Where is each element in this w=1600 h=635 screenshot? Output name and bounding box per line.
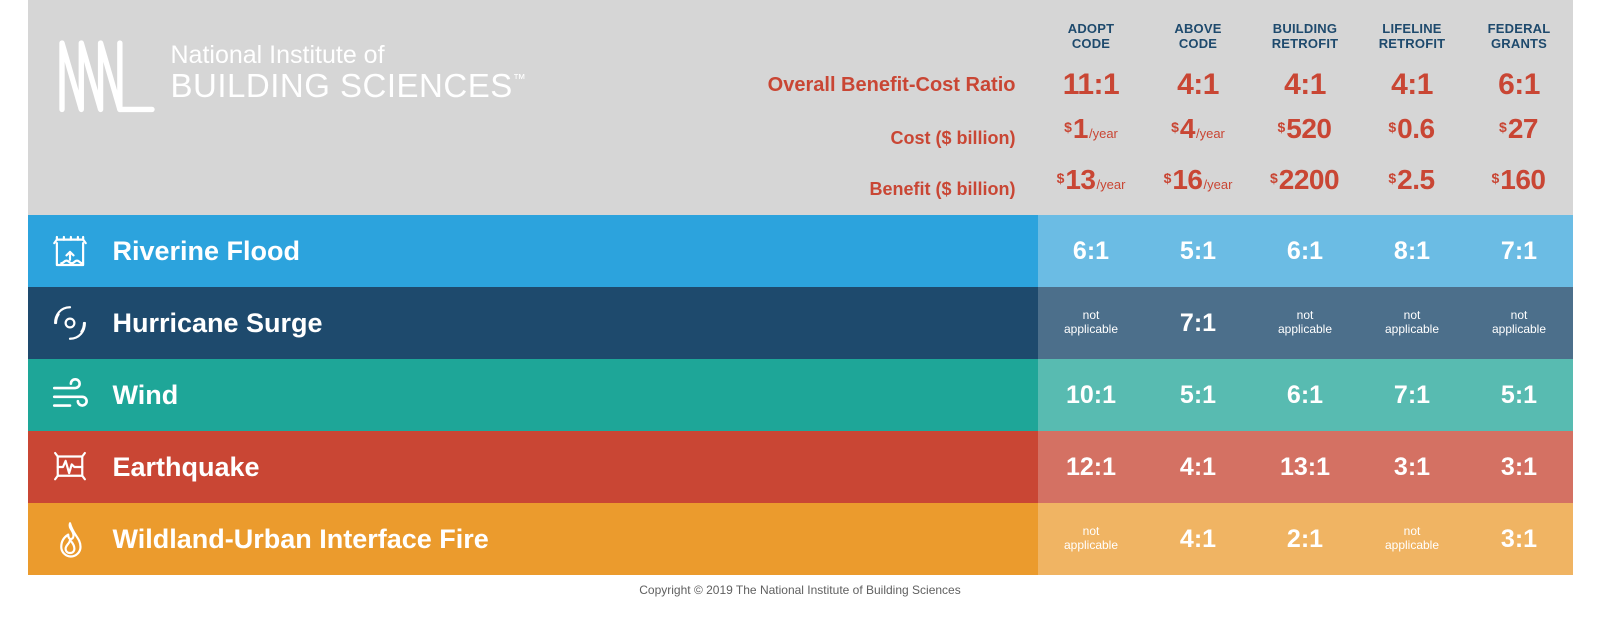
benefit-value: $16/year bbox=[1145, 164, 1252, 215]
hazard-label: Wind bbox=[113, 380, 1038, 411]
hazard-value: 10:1 bbox=[1038, 359, 1145, 431]
hazard-value: 5:1 bbox=[1145, 215, 1252, 287]
benefit-value: $160 bbox=[1466, 164, 1573, 215]
hazard-value: 5:1 bbox=[1466, 359, 1573, 431]
hazard-value: 13:1 bbox=[1252, 431, 1359, 503]
hurricane-icon bbox=[28, 302, 113, 344]
hazard-value-na: notapplicable bbox=[1252, 287, 1359, 359]
hazard-value: 8:1 bbox=[1359, 215, 1466, 287]
hazard-value: 12:1 bbox=[1038, 431, 1145, 503]
col-header: ADOPTCODE bbox=[1038, 0, 1145, 57]
ratio-value: 4:1 bbox=[1177, 68, 1219, 102]
hazard-value: 4:1 bbox=[1145, 503, 1252, 575]
hazard-row: Hurricane Surgenotapplicable7:1notapplic… bbox=[28, 287, 1573, 359]
cost-value: $520 bbox=[1252, 113, 1359, 164]
hazard-row: Wildland-Urban Interface Firenotapplicab… bbox=[28, 503, 1573, 575]
hazard-value: 3:1 bbox=[1466, 431, 1573, 503]
benefit-value: $2200 bbox=[1252, 164, 1359, 215]
hazard-value: 5:1 bbox=[1145, 359, 1252, 431]
wind-icon bbox=[28, 374, 113, 416]
hazard-value-na: notapplicable bbox=[1359, 287, 1466, 359]
cost-value: $1/year bbox=[1038, 113, 1145, 164]
ratio-value: 6:1 bbox=[1498, 68, 1540, 102]
col-header: BUILDINGRETROFIT bbox=[1252, 0, 1359, 57]
hazard-row: Earthquake12:14:113:13:13:1 bbox=[28, 431, 1573, 503]
copyright: Copyright © 2019 The National Institute … bbox=[28, 575, 1573, 607]
ratio-value: 11:1 bbox=[1063, 68, 1119, 102]
cost-value: $4/year bbox=[1145, 113, 1252, 164]
col-header: LIFELINERETROFIT bbox=[1359, 0, 1466, 57]
cost-value: $0.6 bbox=[1359, 113, 1466, 164]
cost-value: $27 bbox=[1466, 113, 1573, 164]
summary-rows: Overall Benefit-Cost Ratio 11:1 4:1 4:1 … bbox=[28, 57, 1573, 215]
summary-label-benefit: Benefit ($ billion) bbox=[28, 164, 1038, 215]
summary-label-cost: Cost ($ billion) bbox=[28, 113, 1038, 164]
hazard-value-na: notapplicable bbox=[1038, 287, 1145, 359]
hazard-value: 7:1 bbox=[1145, 287, 1252, 359]
hazard-label: Wildland-Urban Interface Fire bbox=[113, 524, 1038, 555]
hazard-value-na: notapplicable bbox=[1359, 503, 1466, 575]
infographic: National Institute of BUILDING SCIENCES™… bbox=[28, 0, 1573, 607]
hazard-value: 2:1 bbox=[1252, 503, 1359, 575]
col-header: FEDERALGRANTS bbox=[1466, 0, 1573, 57]
hazard-value-na: notapplicable bbox=[1038, 503, 1145, 575]
hazard-value: 7:1 bbox=[1466, 215, 1573, 287]
hazard-label: Earthquake bbox=[113, 452, 1038, 483]
hazard-value: 4:1 bbox=[1145, 431, 1252, 503]
hazard-value: 3:1 bbox=[1466, 503, 1573, 575]
hazard-value: 6:1 bbox=[1038, 215, 1145, 287]
benefit-value: $2.5 bbox=[1359, 164, 1466, 215]
ratio-value: 4:1 bbox=[1391, 68, 1433, 102]
col-header: ABOVECODE bbox=[1145, 0, 1252, 57]
hazard-label: Hurricane Surge bbox=[113, 308, 1038, 339]
hazard-value: 3:1 bbox=[1359, 431, 1466, 503]
hazard-rows: Riverine Flood6:15:16:18:17:1Hurricane S… bbox=[28, 215, 1573, 575]
hazard-label: Riverine Flood bbox=[113, 236, 1038, 267]
flood-icon bbox=[28, 230, 113, 272]
hazard-value: 6:1 bbox=[1252, 215, 1359, 287]
ratio-value: 4:1 bbox=[1284, 68, 1326, 102]
hazard-value: 7:1 bbox=[1359, 359, 1466, 431]
hazard-row: Wind10:15:16:17:15:1 bbox=[28, 359, 1573, 431]
earthquake-icon bbox=[28, 446, 113, 488]
hazard-value-na: notapplicable bbox=[1466, 287, 1573, 359]
summary-label-ratio: Overall Benefit-Cost Ratio bbox=[28, 57, 1038, 113]
benefit-value: $13/year bbox=[1038, 164, 1145, 215]
hazard-value: 6:1 bbox=[1252, 359, 1359, 431]
hazard-row: Riverine Flood6:15:16:18:17:1 bbox=[28, 215, 1573, 287]
fire-icon bbox=[28, 518, 113, 560]
